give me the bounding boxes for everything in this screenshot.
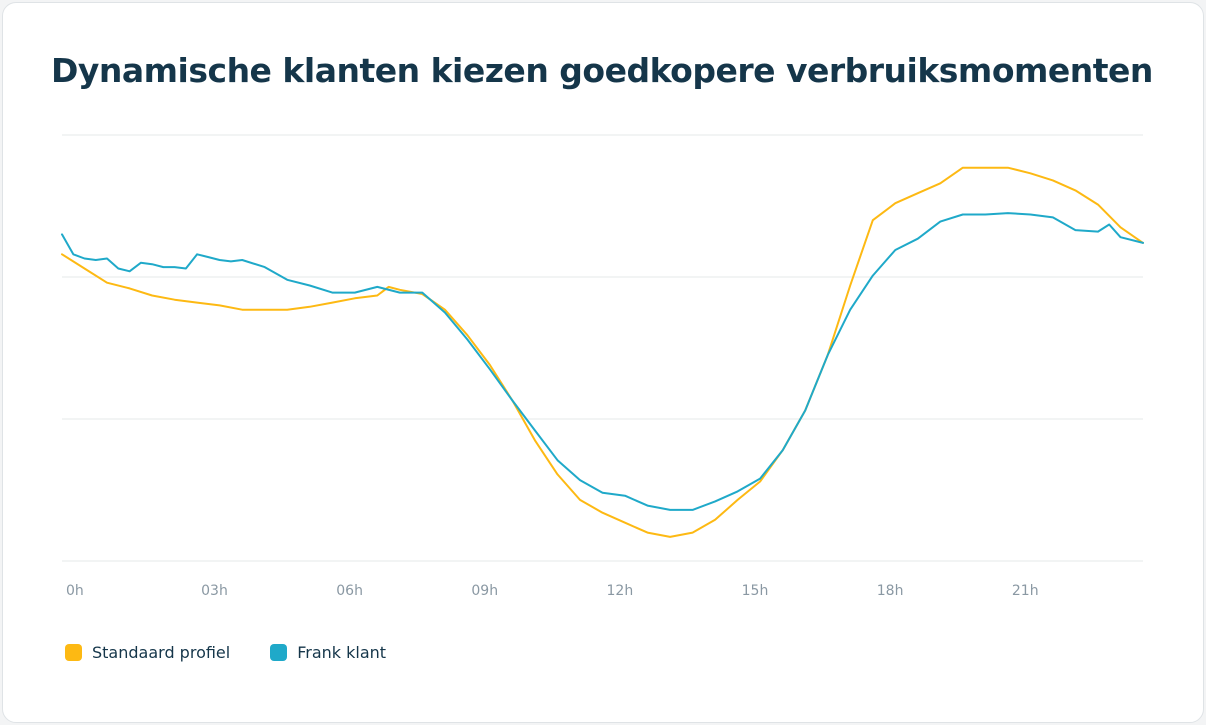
legend-item-standaard[interactable]: Standaard profiel	[65, 643, 230, 662]
legend-label: Frank klant	[297, 643, 387, 662]
x-tick-label: 09h	[471, 583, 498, 599]
x-tick-label: 03h	[201, 583, 228, 599]
chart-title: Dynamische klanten kiezen goedkopere ver…	[51, 51, 1153, 90]
legend-item-frank[interactable]: Frank klant	[270, 643, 386, 662]
legend-swatch-standaard	[65, 644, 82, 661]
series-line-standaard-profiel	[61, 166, 1144, 538]
x-tick-label: 21h	[1012, 583, 1039, 599]
legend-swatch-frank	[270, 644, 288, 661]
legend-label: Standaard profiel	[92, 643, 231, 662]
series-line-frank-klant	[61, 212, 1144, 511]
x-tick-label: 12h	[607, 583, 634, 599]
line-chart: 0h 03h 06h 09h 12h 15h 18h 21h	[61, 134, 1144, 599]
x-tick-label: 06h	[336, 583, 363, 599]
x-tick-label: 0h	[66, 583, 84, 599]
x-tick-label: 18h	[877, 583, 904, 599]
x-tick-label: 15h	[742, 583, 769, 599]
legend: Standaard profiel Frank klant	[65, 643, 386, 662]
